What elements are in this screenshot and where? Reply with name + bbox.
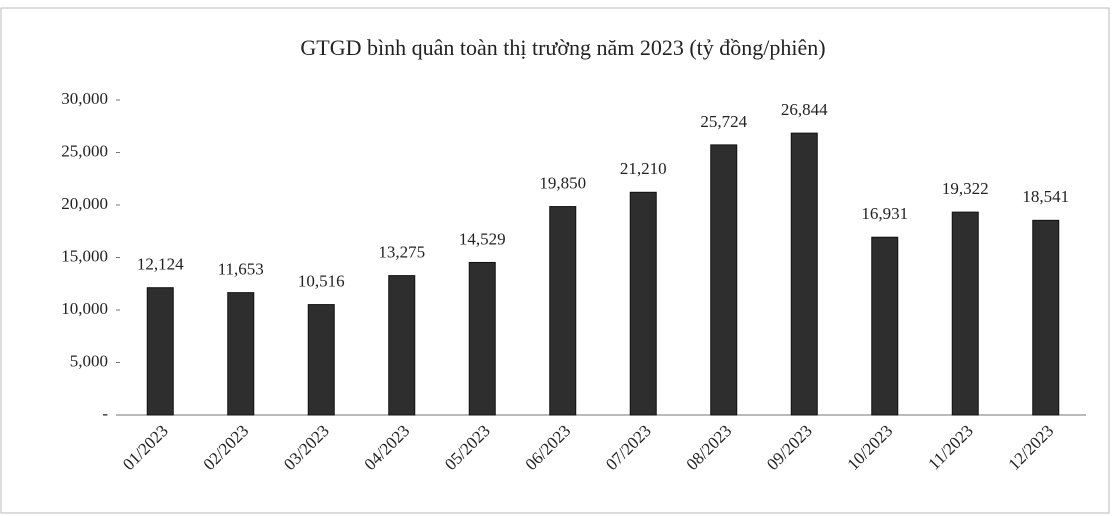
x-tick-label: 05/2023 (441, 421, 494, 474)
bar (951, 211, 979, 416)
y-tick-label: 15,000 (61, 246, 108, 265)
x-tick-label: 07/2023 (602, 421, 655, 474)
y-tick-label: 30,000 (61, 89, 108, 108)
y-tick-label: - (102, 404, 108, 423)
y-tick-label: 25,000 (61, 141, 108, 160)
value-label: 16,931 (861, 204, 908, 223)
x-tick-label: 11/2023 (924, 421, 976, 473)
bar (307, 304, 335, 416)
value-label: 26,844 (781, 100, 828, 119)
bar (629, 191, 657, 416)
x-tick-label: 01/2023 (119, 421, 172, 474)
bar (710, 144, 738, 416)
value-label: 10,516 (298, 271, 345, 290)
bar (871, 236, 899, 416)
x-tick-label: 04/2023 (360, 421, 413, 474)
x-tick-label: 02/2023 (199, 421, 252, 474)
value-label: 14,529 (459, 229, 506, 248)
value-label: 19,322 (942, 179, 989, 198)
bar (227, 292, 255, 416)
bar (549, 206, 577, 416)
bar (388, 275, 416, 416)
bar (146, 287, 174, 416)
value-label: 11,653 (218, 260, 264, 279)
value-label: 18,541 (1022, 187, 1069, 206)
value-label: 13,275 (378, 243, 425, 262)
value-label: 19,850 (539, 173, 586, 192)
value-label: 21,210 (620, 159, 667, 178)
x-tick-label: 08/2023 (682, 421, 735, 474)
x-tick-label: 10/2023 (843, 421, 896, 474)
x-tick-label: 06/2023 (521, 421, 574, 474)
value-label: 25,724 (700, 112, 747, 131)
y-tick-label: 5,000 (70, 351, 108, 370)
chart-frame (0, 7, 1110, 514)
bar (790, 132, 818, 416)
x-tick-label: 03/2023 (280, 421, 333, 474)
y-tick-label: 20,000 (61, 194, 108, 213)
x-tick-label: 09/2023 (763, 421, 816, 474)
chart-title: GTGD bình quân toàn thị trường năm 2023 … (300, 35, 825, 60)
value-label: 12,124 (137, 255, 184, 274)
y-tick-label: 10,000 (61, 299, 108, 318)
bar (1032, 219, 1060, 416)
x-tick-label: 12/2023 (1004, 421, 1057, 474)
bar (468, 261, 496, 416)
